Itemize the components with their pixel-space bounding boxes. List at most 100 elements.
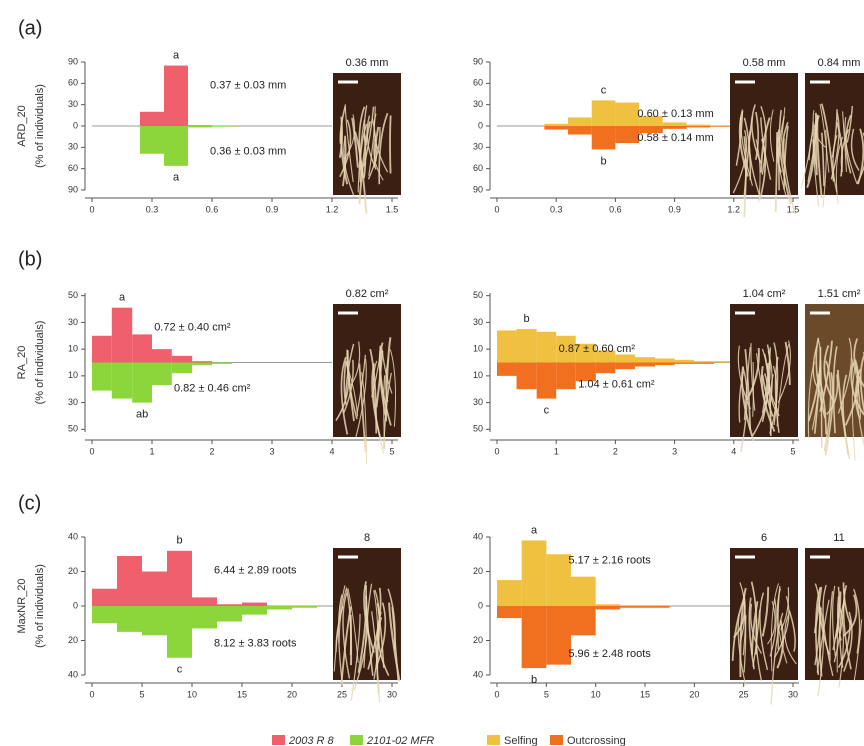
bar	[152, 349, 172, 362]
image-label: 0.82 cm²	[346, 288, 389, 300]
x-tick-label: 5	[790, 446, 795, 456]
x-tick-label: 10	[187, 689, 197, 699]
mean-label: 0.87 ± 0.60 cm²	[559, 343, 636, 355]
y-tick-label: 0	[478, 600, 483, 610]
bar	[615, 354, 635, 362]
bar	[663, 122, 687, 126]
x-tick-label: 0	[494, 446, 499, 456]
significance-letter: c	[601, 84, 607, 96]
mean-label: 5.17 ± 2.16 roots	[568, 554, 651, 566]
bar	[544, 124, 568, 126]
bar	[663, 126, 687, 129]
bar	[167, 551, 192, 606]
bar	[217, 606, 242, 622]
x-tick-label: 1	[149, 446, 154, 456]
y-tick-label: 0	[73, 600, 78, 610]
bar	[517, 363, 537, 390]
bar	[192, 597, 217, 606]
y-tick-label: 40	[68, 531, 78, 541]
y-tick-label: 20	[68, 566, 78, 576]
bar	[92, 589, 117, 606]
y-tick-label: 60	[473, 163, 483, 173]
y-tick-label: 30	[473, 99, 483, 109]
bar	[142, 572, 167, 607]
bar	[92, 363, 112, 391]
mean-label: 0.37 ± 0.03 mm	[210, 79, 286, 91]
root-image	[730, 304, 798, 452]
bar	[497, 606, 522, 618]
y-tick-label: 30	[68, 397, 78, 407]
bar	[592, 126, 616, 149]
y-tick-label: 90	[473, 184, 483, 194]
significance-letter: b	[524, 313, 530, 325]
bar	[212, 126, 236, 127]
x-tick-label: 1	[554, 446, 559, 456]
y-axis-title: MaxNR_20	[16, 578, 28, 633]
x-tick-label: 30	[788, 689, 798, 699]
y-axis-subtitle: (% of individuals)	[34, 321, 46, 405]
bar	[596, 363, 616, 374]
bar	[497, 580, 522, 606]
bar	[140, 112, 164, 126]
y-tick-label: 30	[68, 317, 78, 327]
bar	[192, 606, 217, 628]
significance-letter: a	[119, 292, 126, 304]
y-axis-title: ARD_20	[16, 105, 28, 147]
x-tick-label: 0.9	[668, 204, 681, 214]
x-tick-label: 15	[640, 689, 650, 699]
bar	[242, 603, 267, 606]
significance-letter: a	[531, 524, 538, 536]
y-tick-label: 10	[473, 370, 483, 380]
bar	[112, 363, 132, 399]
bar	[675, 360, 695, 363]
bar	[655, 358, 675, 362]
significance-letter: a	[173, 49, 180, 61]
mean-label: 0.58 ± 0.14 mm	[637, 132, 713, 144]
bar	[212, 363, 232, 364]
image-label: 1.04 cm²	[743, 288, 786, 300]
root-strand	[390, 115, 391, 173]
y-tick-label: 90	[68, 56, 78, 66]
y-tick-label: 60	[473, 78, 483, 88]
root-image	[730, 548, 798, 705]
bar	[140, 126, 164, 154]
x-tick-label: 4	[731, 446, 736, 456]
bar	[167, 606, 192, 658]
x-tick-label: 0.6	[609, 204, 622, 214]
x-tick-label: 0.3	[146, 204, 159, 214]
y-tick-label: 40	[68, 669, 78, 679]
bar	[112, 308, 132, 363]
x-tick-label: 25	[739, 689, 749, 699]
bar	[497, 363, 517, 376]
y-tick-label: 40	[473, 669, 483, 679]
legend-label: Outcrossing	[567, 735, 626, 746]
x-tick-label: 1.2	[326, 204, 339, 214]
bar	[522, 540, 547, 606]
y-tick-label: 30	[473, 142, 483, 152]
bar	[117, 556, 142, 606]
x-tick-label: 1.2	[728, 204, 741, 214]
y-axis-subtitle: (% of individuals)	[34, 564, 46, 648]
x-tick-label: 20	[287, 689, 297, 699]
bar	[592, 100, 616, 126]
y-tick-label: 50	[68, 424, 78, 434]
bar	[537, 332, 557, 363]
x-tick-label: 30	[387, 689, 397, 699]
bar	[694, 361, 714, 362]
bar	[546, 554, 571, 606]
image-label: 0.84 mm	[818, 57, 861, 69]
image-label: 1.51 cm²	[818, 288, 861, 300]
root-image	[805, 548, 864, 698]
legend-swatch	[350, 735, 363, 745]
x-tick-label: 2	[613, 446, 618, 456]
bar	[92, 336, 112, 363]
panel-label: (b)	[18, 248, 42, 270]
bar	[546, 606, 571, 665]
bar	[517, 329, 537, 362]
mean-label: 8.12 ± 3.83 roots	[214, 638, 297, 650]
legend-swatch	[550, 735, 563, 745]
bar	[217, 604, 242, 606]
x-tick-label: 20	[689, 689, 699, 699]
bar	[267, 606, 292, 609]
significance-letter: c	[544, 404, 550, 416]
